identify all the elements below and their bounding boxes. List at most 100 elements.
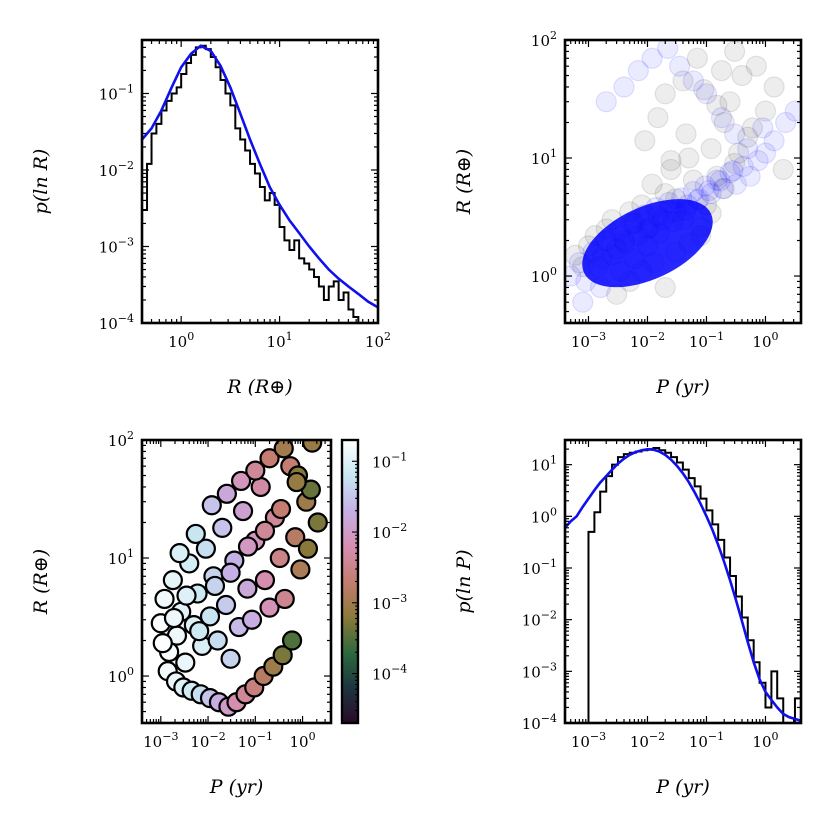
observed-point [741, 117, 763, 139]
y-tick-label: 101 [108, 547, 134, 568]
scatter-point [195, 538, 216, 559]
scatter-point [254, 569, 276, 591]
model-point [706, 169, 728, 191]
y-axis-label: R (R⊕) [30, 549, 52, 615]
observed-point [686, 47, 708, 69]
x-tick-label-exp: 0 [772, 730, 779, 743]
y-tick-label-base: 10 [99, 85, 118, 103]
model-point [695, 83, 718, 105]
scatter-point [245, 460, 266, 481]
observed-point [713, 111, 735, 134]
scatter-point [272, 645, 293, 666]
colorbar-tick-label-base: 10 [372, 524, 391, 542]
y-tick-label-base: 10 [99, 315, 118, 333]
data-histogram-line [142, 44, 364, 323]
x-tick-label: 100 [290, 730, 316, 751]
model-density-core [582, 199, 713, 288]
scatter-point [176, 585, 197, 606]
model-point [710, 107, 733, 129]
x-tick-label: 100 [752, 330, 778, 351]
model-line [142, 44, 378, 309]
x-tick-label-base: 10 [752, 333, 771, 351]
x-tick-label-exp: −2 [209, 730, 225, 743]
observed-point [675, 123, 697, 145]
colorbar-tick-label: 10−1 [372, 450, 407, 471]
scatter-point [285, 527, 306, 548]
x-tick-label-base: 10 [630, 733, 649, 751]
x-tick-label: 101 [267, 330, 293, 351]
observed-point [710, 60, 733, 82]
scatter-point [237, 578, 258, 599]
x-tick-label-exp: 0 [309, 730, 316, 743]
observed-point [693, 78, 715, 101]
observed-point [713, 178, 735, 200]
scatter-point [290, 559, 311, 580]
model-point [724, 123, 746, 145]
y-axis-label: p(ln R) [30, 149, 52, 215]
y-axis-label: p(ln P) [453, 549, 475, 613]
x-axis-label: P (yr) [655, 376, 709, 398]
model-point [668, 55, 691, 77]
y-tick-label-base: 10 [108, 668, 127, 686]
y-tick-label-base: 10 [522, 560, 541, 578]
scatter-point [207, 630, 228, 651]
y-tick-label-exp: −2 [541, 609, 557, 622]
y-tick-label-exp: 2 [550, 29, 557, 42]
x-tick-label-base: 10 [752, 733, 771, 751]
scatter-point [281, 630, 303, 651]
y-tick-label: 102 [108, 429, 134, 450]
model-point [700, 182, 722, 205]
scatter-point [269, 547, 290, 569]
y-tick-label-base: 10 [531, 150, 550, 168]
scatter-point [162, 569, 183, 591]
model-point [719, 162, 741, 184]
model-point [712, 178, 734, 200]
scatter-point [307, 512, 328, 533]
x-tick-label: 100 [752, 730, 778, 751]
y-tick-label: 102 [531, 29, 557, 50]
observed-point [724, 152, 746, 175]
observed-point [745, 55, 767, 77]
x-tick-label-base: 10 [689, 333, 708, 351]
model-point [595, 91, 617, 113]
observed-point [706, 165, 728, 187]
y-tick-label-base: 10 [531, 32, 550, 50]
y-tick-label: 10−4 [522, 712, 557, 733]
scatter-point [230, 470, 252, 492]
model-point [698, 179, 720, 202]
x-tick-label-base: 10 [571, 333, 590, 351]
x-tick-label-exp: 0 [772, 330, 779, 343]
y-tick-label: 10−1 [522, 557, 557, 578]
x-tick-label: 102 [365, 330, 391, 351]
model-point [722, 160, 744, 182]
scatter-point [169, 543, 190, 564]
colorbar-tick-label: 10−3 [372, 592, 407, 613]
observed-point [724, 40, 746, 63]
colorbar-tick-label-exp: −4 [391, 663, 407, 676]
x-tick-label: 100 [168, 330, 194, 351]
y-tick-label: 10−2 [99, 159, 134, 180]
x-tick-label-exp: −2 [649, 730, 665, 743]
scatter-point [175, 652, 196, 673]
observed-point [737, 126, 759, 148]
y-tick-label-base: 10 [522, 663, 541, 681]
x-tick-label-base: 10 [571, 733, 590, 751]
observed-point [660, 150, 682, 172]
model-point [763, 130, 785, 152]
x-tick-label-base: 10 [143, 733, 162, 751]
y-tick-label-base: 10 [108, 432, 127, 450]
observed-point [682, 169, 704, 191]
scatter-point [259, 597, 280, 618]
observed-point [634, 130, 656, 152]
x-tick-label: 10−1 [689, 330, 724, 351]
data-histogram-line [565, 447, 801, 723]
model-point [627, 60, 649, 82]
colorbar-tick-label-base: 10 [372, 666, 391, 684]
x-tick-label: 10−2 [630, 330, 665, 351]
x-tick-label-exp: −2 [649, 330, 665, 343]
model-point [737, 138, 759, 160]
x-tick-label-exp: 2 [384, 330, 391, 343]
